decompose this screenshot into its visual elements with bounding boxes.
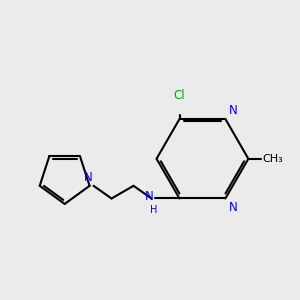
Text: N: N (145, 190, 153, 203)
Text: N: N (84, 171, 93, 184)
Text: H: H (150, 206, 157, 215)
Text: CH₃: CH₃ (262, 154, 283, 164)
Text: Cl: Cl (174, 88, 185, 101)
Text: N: N (229, 104, 237, 117)
Text: N: N (229, 201, 237, 214)
